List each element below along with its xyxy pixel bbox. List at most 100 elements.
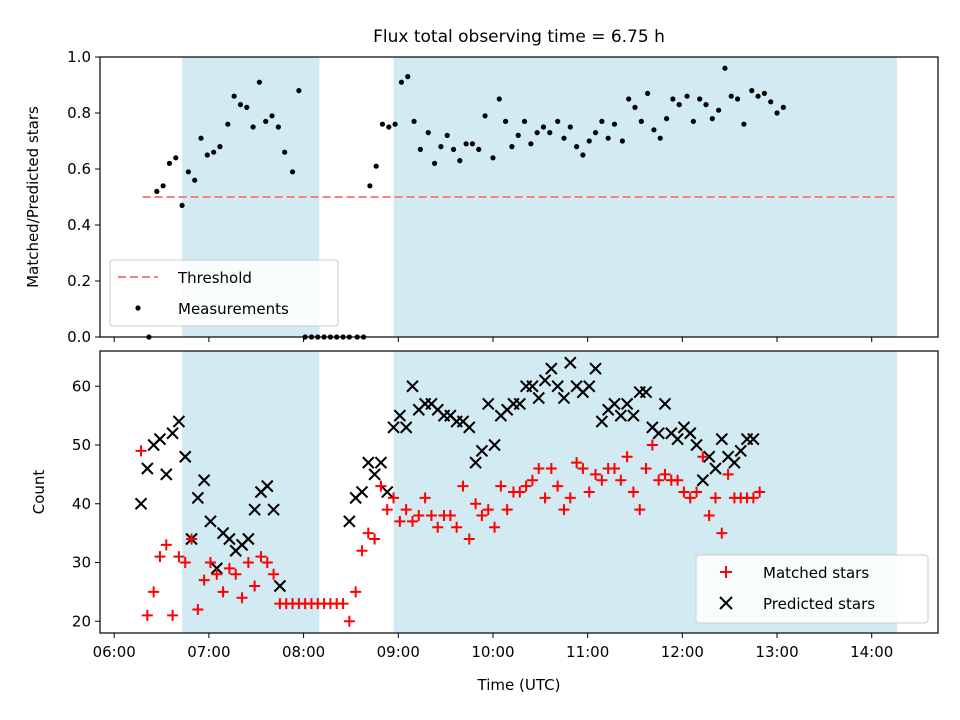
predicted-star-marker	[469, 456, 482, 469]
measurement-point	[574, 144, 580, 150]
measurement-point	[217, 144, 223, 150]
measurement-point	[663, 116, 670, 122]
matched-star-marker	[451, 521, 463, 533]
measurement-point	[431, 160, 438, 166]
predicted-star-marker	[747, 432, 760, 446]
bottom-legend: Matched stars Predicted stars	[695, 554, 929, 624]
measurement-point	[684, 93, 690, 99]
measurement-point	[709, 116, 715, 122]
bottom-shaded-intervals	[182, 351, 897, 633]
measurement-point	[697, 96, 703, 102]
predicted-star-marker	[583, 380, 596, 393]
predicted-star-marker	[191, 491, 205, 505]
matched-star-marker	[356, 545, 368, 557]
bottom-x-tick-label: 14:00	[850, 643, 893, 661]
measurement-point	[198, 135, 204, 141]
predicted-star-marker	[153, 432, 167, 446]
predicted-star-marker	[406, 380, 419, 393]
matched-star-marker	[653, 474, 665, 486]
predicted-star-marker	[172, 415, 186, 428]
bottom-y-tick-label: 20	[72, 612, 91, 630]
matched-star-marker	[577, 463, 589, 474]
matched-star-marker	[419, 492, 431, 504]
measurement-point	[425, 130, 431, 136]
measurement-point	[269, 113, 275, 119]
matched-star-marker	[520, 480, 532, 492]
matched-star-marker	[722, 468, 734, 480]
bottom-y-ticks: 20 30 40 50 60	[72, 377, 100, 630]
measurement-point	[768, 99, 774, 105]
matched-star-marker	[552, 480, 564, 492]
matched-star-marker	[198, 574, 210, 586]
measurement-point	[398, 79, 405, 85]
measurement-point	[457, 158, 463, 164]
matched-star-marker	[192, 604, 204, 615]
measurement-point	[761, 90, 768, 96]
legend-matched-swatch	[720, 566, 732, 578]
predicted-star-marker	[463, 421, 476, 434]
matched-star-marker	[672, 474, 684, 486]
predicted-star-marker	[728, 456, 741, 469]
measurement-point	[645, 90, 651, 96]
predicted-star-marker	[374, 456, 388, 469]
matched-star-marker	[583, 486, 595, 498]
measurement-point	[392, 121, 398, 127]
matched-star-marker	[526, 474, 538, 486]
measurement-point	[657, 135, 663, 141]
matched-star-marker	[211, 568, 223, 580]
measurement-point	[373, 163, 379, 169]
matched-star-marker	[463, 533, 475, 545]
matched-star-marker	[457, 480, 469, 492]
matched-star-marker	[135, 445, 147, 457]
matched-star-marker	[444, 510, 456, 521]
predicted-star-marker	[355, 485, 369, 499]
bottom-y-tick-label: 40	[72, 495, 91, 513]
matched-star-marker	[148, 586, 160, 598]
matched-star-marker	[406, 515, 418, 527]
matched-star-marker	[640, 463, 652, 474]
predicted-star-marker	[513, 397, 526, 411]
bottom-y-axis-label: Count	[30, 470, 48, 515]
measurement-point	[586, 138, 592, 144]
measurement-point	[225, 121, 231, 127]
matched-star-marker	[425, 510, 437, 521]
measurement-point	[256, 79, 262, 85]
bottom-x-tick-label: 11:00	[566, 643, 609, 661]
bottom-panel: 20 30 40 50 60 06:00 07:00 08:00 09:00 10:00 11:0…	[30, 350, 939, 694]
matched-star-marker	[381, 504, 393, 516]
matched-star-marker	[495, 480, 507, 492]
measurement-point	[296, 88, 302, 94]
x-axis-label: Time (UTC)	[477, 676, 561, 694]
predicted-star-marker	[538, 374, 552, 387]
matched-star-marker	[514, 486, 526, 498]
measurement-point	[204, 152, 210, 158]
predicted-star-marker	[393, 409, 407, 422]
top-y-tick-label: 0.0	[67, 328, 91, 346]
predicted-star-marker	[690, 438, 703, 452]
predicted-star-marker	[210, 562, 223, 575]
top-y-tick-label: 1.0	[67, 48, 91, 66]
matched-star-marker	[590, 468, 602, 480]
bottom-x-tick-label: 09:00	[377, 643, 420, 661]
matched-star-marker	[747, 492, 759, 504]
predicted-star-marker	[564, 356, 577, 369]
matched-star-marker	[621, 451, 633, 463]
measurement-point	[263, 118, 269, 124]
predicted-star-marker	[242, 532, 255, 546]
measurement-point	[716, 107, 722, 113]
measurement-point	[405, 74, 411, 80]
top-legend: Threshold Measurements	[109, 259, 339, 327]
bottom-y-tick-label: 30	[72, 554, 91, 572]
measurement-point	[540, 124, 547, 130]
matched-star-marker	[709, 492, 721, 504]
measurement-point	[561, 135, 567, 141]
predicted-star-marker	[160, 468, 173, 481]
predicted-star-marker	[557, 391, 571, 405]
matched-star-marker	[249, 580, 261, 592]
matched-star-marker	[482, 504, 494, 516]
matched-star-marker	[413, 510, 425, 521]
predicted-star-marker	[595, 415, 609, 428]
matched-star-marker	[608, 463, 620, 474]
matched-star-marker	[154, 551, 166, 563]
measurement-point	[690, 118, 696, 124]
